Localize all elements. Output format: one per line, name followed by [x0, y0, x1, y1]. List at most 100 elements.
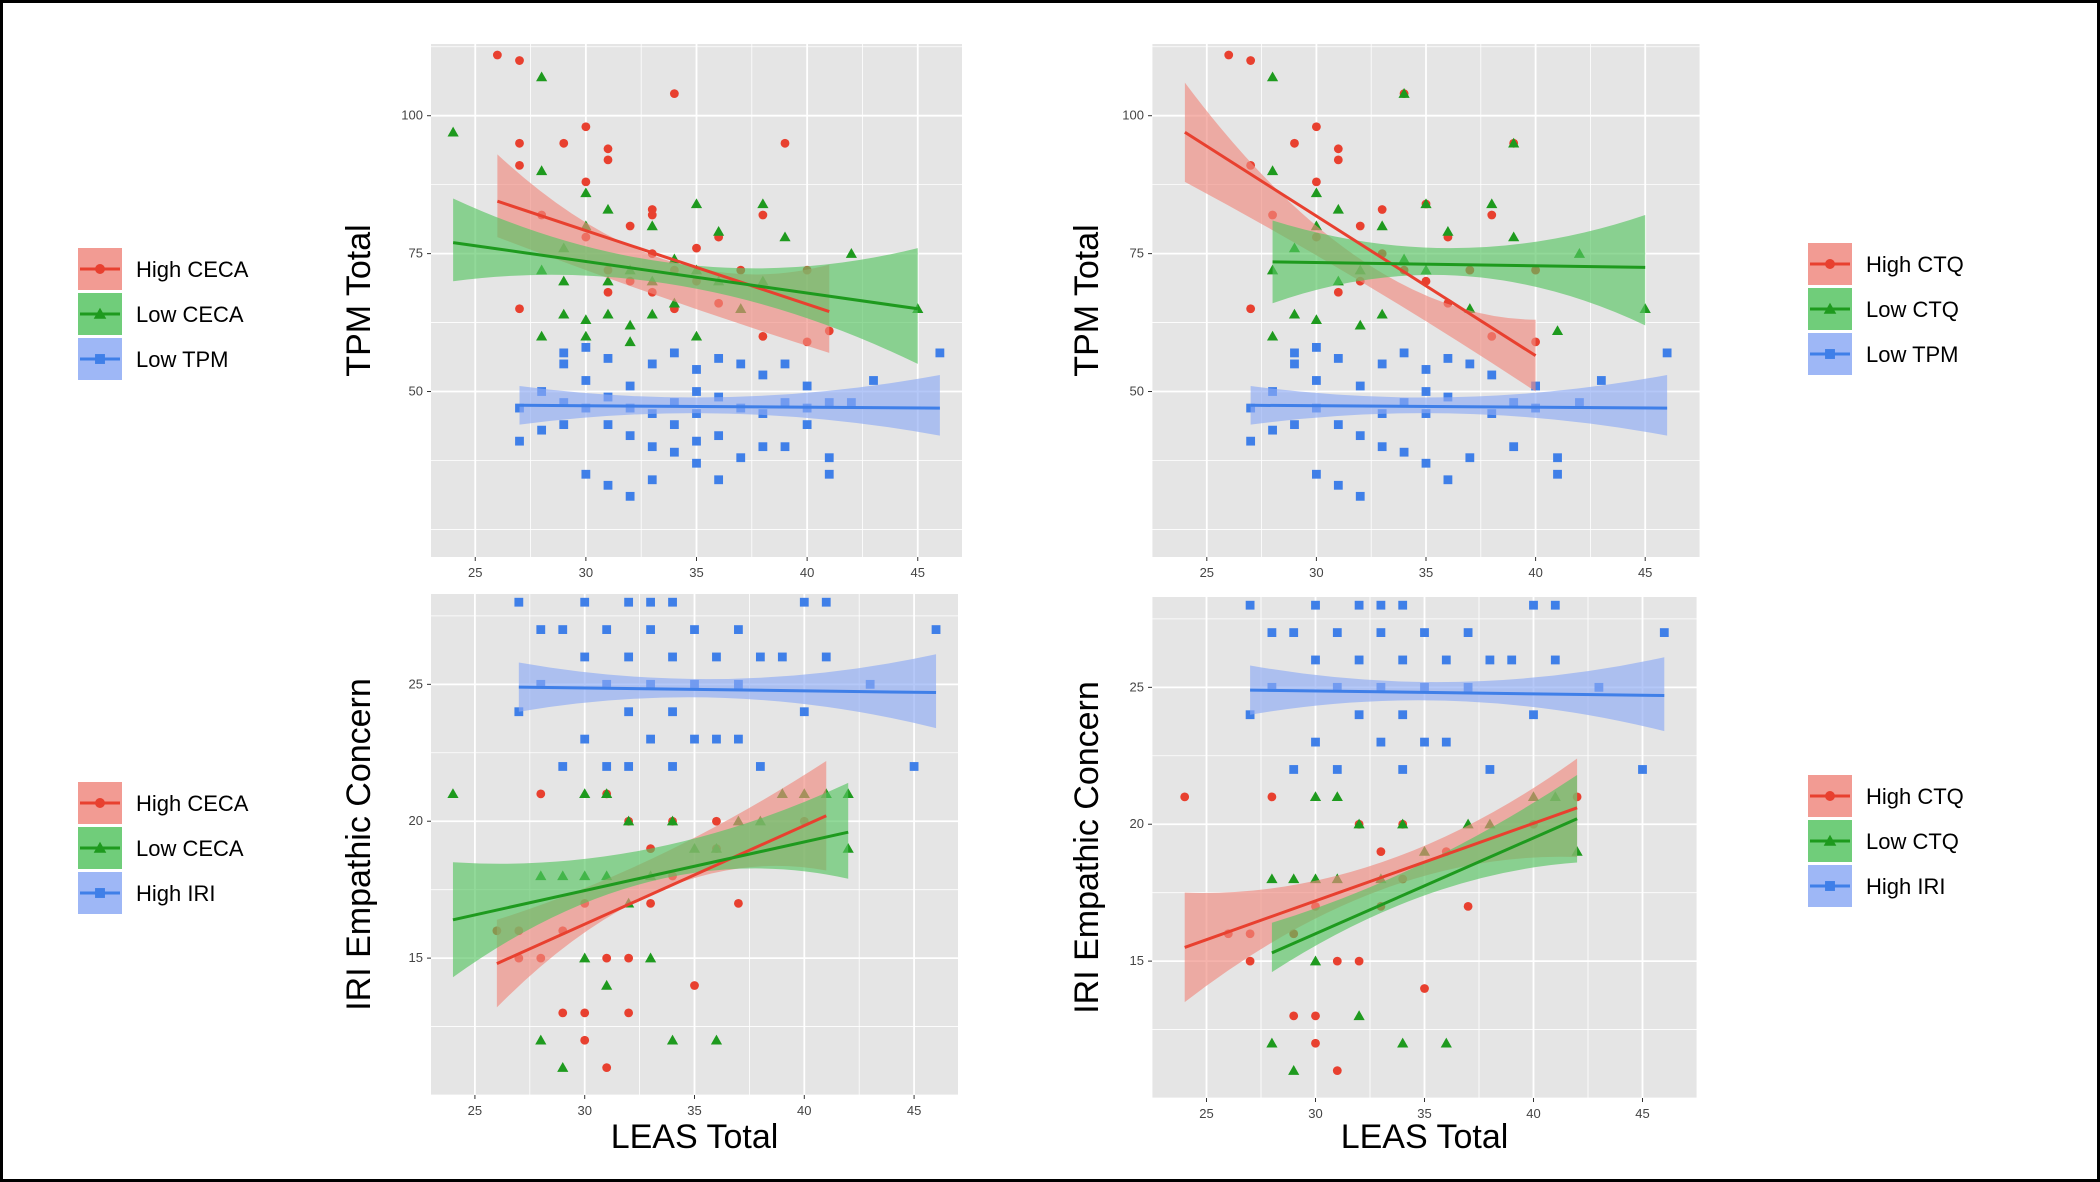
data-point [1398, 710, 1408, 720]
data-point [1333, 480, 1343, 490]
legend-label: Low TPM [1866, 342, 1959, 367]
data-point [1355, 381, 1365, 391]
data-point [1662, 348, 1672, 358]
data-point [580, 330, 592, 341]
data-point [1463, 901, 1473, 911]
data-point [647, 210, 657, 220]
data-point [712, 652, 721, 662]
data-point [625, 381, 635, 391]
data-point [1289, 628, 1299, 637]
data-point [668, 597, 677, 607]
legend-key-marker [1825, 791, 1835, 801]
data-point [559, 138, 569, 148]
fit-line-high-ctq [1184, 806, 1578, 949]
data-point [1377, 359, 1387, 369]
data-point [646, 220, 658, 231]
legend-key-marker [1825, 349, 1835, 359]
data-point [1333, 420, 1343, 430]
data-point [1267, 792, 1277, 802]
y-tick-label: 50 [409, 384, 423, 399]
data-point [780, 359, 790, 369]
y-tick-label: 100 [401, 108, 423, 123]
data-point [1333, 155, 1343, 165]
data-point [1508, 231, 1520, 242]
data-point [780, 442, 790, 452]
data-point [559, 420, 569, 430]
data-point [492, 50, 502, 60]
legend-key-marker [93, 307, 107, 319]
data-point [1354, 710, 1364, 720]
legend-label: High CECA [136, 791, 249, 816]
data-point [603, 354, 613, 363]
data-point [669, 89, 679, 99]
data-point [1289, 1011, 1299, 1021]
data-point [758, 331, 768, 341]
data-point [1377, 442, 1387, 452]
data-point [602, 1063, 612, 1073]
y-tick-label: 25 [409, 676, 423, 691]
data-point [668, 652, 677, 662]
legend-label: High CECA [136, 257, 249, 282]
data-point [1332, 628, 1342, 637]
x-tick-label: 30 [1308, 1106, 1322, 1121]
y-tick-label: 75 [409, 246, 423, 261]
y-axis-title: IRI Empathic Concern [1068, 681, 1106, 1014]
data-point [602, 203, 614, 214]
chart-panel-bottom-right: 25 30 35 40 45 15 20 25 IRI Empathic Concern LEAS… [1068, 597, 1964, 1156]
data-point [580, 1035, 590, 1045]
fit-line-high-ceca [496, 199, 830, 313]
data-point [602, 625, 612, 634]
data-point [1398, 88, 1410, 98]
data-point [447, 788, 459, 799]
data-point [1288, 1065, 1300, 1075]
x-tick-label: 45 [1638, 565, 1652, 580]
data-point [625, 491, 635, 501]
data-point [799, 707, 809, 717]
data-point [668, 297, 680, 308]
x-tick-label: 35 [1417, 1106, 1431, 1121]
data-point [821, 597, 831, 607]
data-point [558, 1008, 568, 1018]
data-point [690, 330, 703, 341]
data-point [692, 243, 701, 253]
fit-line-high-ceca [496, 814, 827, 965]
data-point [603, 287, 613, 297]
data-point [1553, 453, 1562, 463]
data-point [603, 155, 613, 165]
data-point [758, 442, 768, 452]
y-tick-label: 20 [409, 813, 423, 828]
data-point [535, 1034, 547, 1045]
data-point [1290, 359, 1299, 369]
data-point [1441, 737, 1451, 747]
data-point [1551, 325, 1564, 336]
data-point [537, 425, 547, 435]
data-point [713, 225, 725, 236]
data-point [601, 979, 613, 990]
data-point [581, 376, 591, 385]
data-point [1377, 205, 1387, 214]
x-tick-label: 35 [1419, 565, 1433, 580]
data-point [602, 953, 612, 963]
data-point [1353, 818, 1365, 829]
legend-label: Low CECA [136, 836, 244, 861]
data-point [603, 480, 613, 490]
data-point [690, 625, 699, 634]
data-point [515, 56, 524, 65]
confidence-band-high-ceca [496, 761, 827, 1008]
data-point [603, 144, 613, 154]
data-point [581, 469, 591, 479]
data-point [1180, 792, 1190, 802]
data-point [646, 734, 655, 744]
data-point [536, 165, 548, 176]
data-point [1311, 1038, 1320, 1048]
data-point [1266, 873, 1278, 884]
data-point [646, 597, 655, 607]
data-point [644, 952, 657, 963]
data-point [1267, 628, 1277, 637]
data-point [1355, 221, 1365, 231]
data-point [580, 652, 590, 662]
data-point [1312, 342, 1321, 352]
legend-label: High IRI [1866, 874, 1945, 899]
data-point [1529, 600, 1538, 610]
data-point [603, 420, 613, 430]
